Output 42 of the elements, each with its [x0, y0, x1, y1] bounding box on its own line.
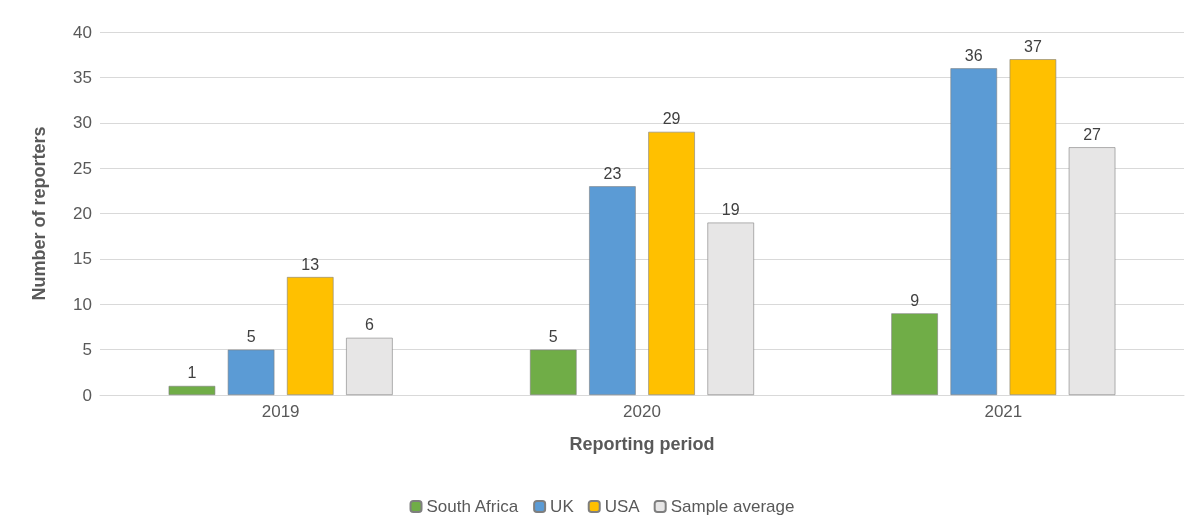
data-label: 23: [603, 164, 622, 182]
bar: [346, 337, 393, 395]
legend-label: Sample average: [670, 497, 795, 516]
data-label: 5: [548, 328, 558, 346]
data-label: 19: [721, 201, 740, 219]
data-label: 6: [364, 316, 374, 334]
data-label: 9: [910, 291, 920, 309]
y-tick-label: 40: [73, 22, 92, 42]
y-tick-label: 10: [73, 294, 92, 314]
data-label: 36: [964, 46, 983, 64]
y-tick-label: 35: [73, 67, 92, 87]
legend-label: South Africa: [426, 497, 519, 516]
x-tick-label: 2019: [261, 402, 300, 421]
y-tick-label: 15: [73, 249, 92, 269]
bar: [891, 313, 938, 395]
bar: [227, 349, 275, 395]
bar: [707, 222, 755, 395]
y-tick-label: 30: [73, 113, 92, 133]
y-tick-label: 5: [82, 340, 92, 360]
data-label: 1: [187, 364, 197, 382]
y-tick-label: 0: [82, 385, 92, 405]
bar: [168, 385, 216, 395]
legend-label: UK: [550, 497, 575, 516]
bar: [950, 68, 998, 395]
bar: [648, 131, 695, 395]
data-label: 5: [246, 328, 256, 346]
x-axis-title: Reporting period: [569, 434, 715, 454]
bar: [1009, 59, 1057, 395]
legend-label: USA: [604, 497, 641, 516]
bar: [1068, 147, 1116, 395]
x-tick-label: 2020: [623, 402, 661, 421]
y-axis-title: Number of reporters: [29, 126, 49, 301]
data-label: 37: [1024, 37, 1042, 55]
y-tick-label: 20: [73, 204, 92, 223]
data-label: 27: [1083, 125, 1102, 143]
y-tick-label: 25: [73, 158, 92, 178]
bar: [589, 186, 636, 395]
data-label: 29: [662, 110, 681, 128]
data-label: 13: [301, 255, 320, 273]
bar: [286, 277, 334, 395]
bar: [529, 349, 577, 395]
x-tick-label: 2021: [984, 402, 1023, 421]
